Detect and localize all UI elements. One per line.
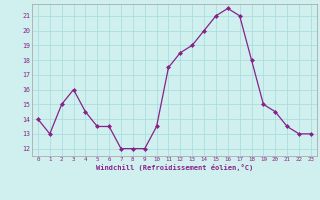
X-axis label: Windchill (Refroidissement éolien,°C): Windchill (Refroidissement éolien,°C) <box>96 164 253 171</box>
